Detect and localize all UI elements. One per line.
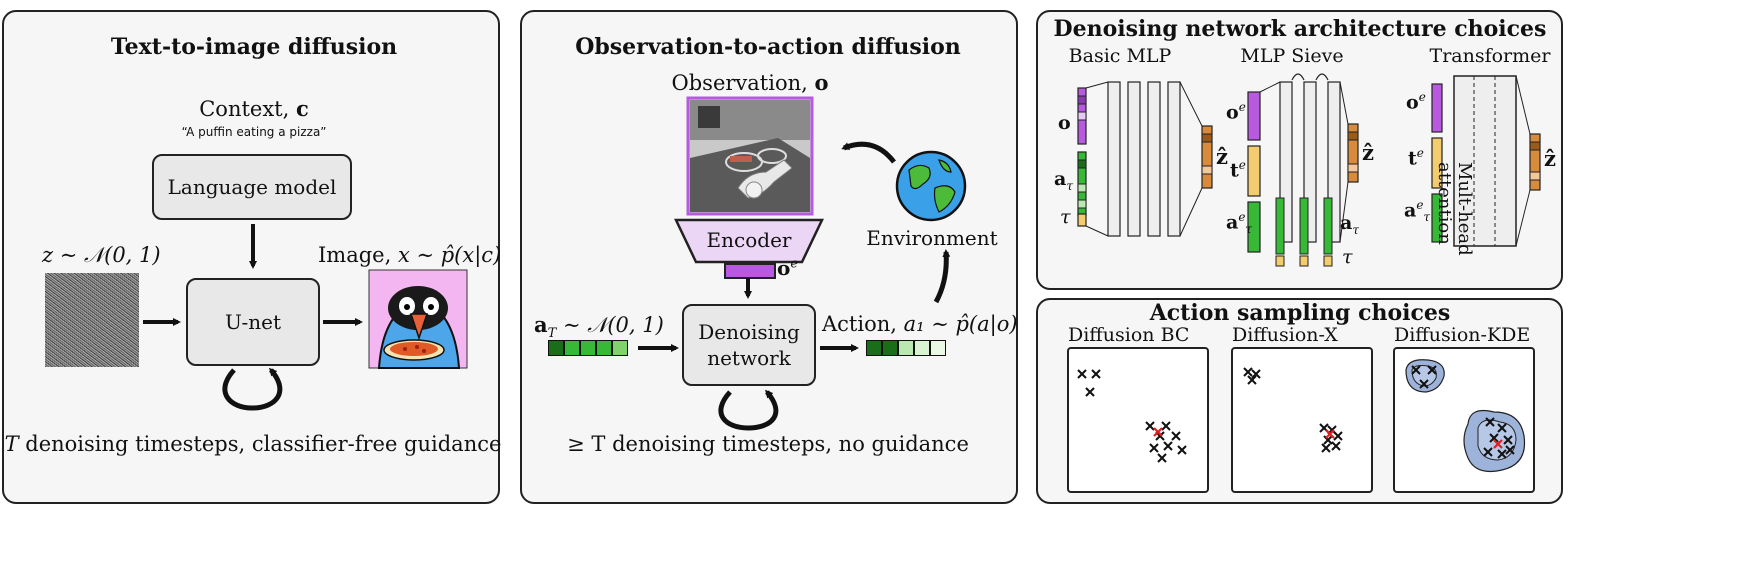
mlp-sieve-diagram (1247, 73, 1359, 267)
attention-line2: attention (1434, 162, 1455, 245)
sym-tau: τ (1060, 206, 1071, 228)
noise-action-dist: ∼ 𝒩(0, 1) (556, 313, 664, 337)
sym-zhat-2: ẑ (1362, 140, 1374, 165)
obs-embedding-label: oe (777, 256, 798, 280)
noise-action-var: a (534, 312, 548, 337)
noise-label: z ∼ 𝒩(0, 1) (42, 243, 161, 267)
transformer-diagram (1431, 75, 1541, 247)
sym-zhat-1: ẑ (1216, 144, 1228, 169)
arch-mlp-sieve-label: MLP Sieve (1240, 45, 1344, 67)
prompt-text: “A puffin eating a pizza” (181, 125, 327, 139)
panel1-caption: T denoising timesteps, classifier-free g… (5, 432, 502, 456)
arrows-panel2 (638, 141, 951, 431)
sym-te-transformer: te (1408, 146, 1424, 170)
globe-icon (895, 150, 967, 222)
sym-ae-sieve: aeτ (1226, 210, 1253, 237)
arch-transformer-label: Transformer (1429, 45, 1551, 67)
sym-oe-transformer: oe (1406, 90, 1426, 114)
language-model-box: Language model (152, 154, 352, 220)
diffusion-x-plot (1231, 347, 1373, 493)
sym-a-tau: aτ (1054, 168, 1073, 193)
diffusion-bc-plot (1067, 347, 1209, 493)
sym-ae-transformer: aeτ (1404, 198, 1431, 225)
arrows-panel1 (143, 224, 363, 411)
attention-label: Mult-head attention (1434, 162, 1475, 256)
action-label-math: a₁ ∼ p̂(a|o) (903, 312, 1018, 336)
context-label-text: Context, (199, 97, 296, 121)
denoising-network-line1: Denoising (698, 320, 800, 344)
panel3-title: Denoising network architecture choices (1053, 16, 1547, 42)
attention-line1: Mult-head (1454, 162, 1475, 256)
sym-o: o (1058, 112, 1071, 134)
obs-embed-sup: e (790, 256, 799, 272)
language-model-label: Language model (167, 175, 337, 199)
sampling-plots (1067, 347, 1535, 493)
observation-var: o (814, 70, 829, 95)
image-label-math: x ∼ p̂(x|c) (397, 243, 502, 267)
noise-image (45, 273, 139, 367)
sym-tau-sieve: τ (1342, 246, 1353, 268)
basic-mlp-diagram (1077, 81, 1213, 237)
noise-action-sub: T (547, 326, 557, 342)
arch-basic-mlp-label: Basic MLP (1068, 45, 1172, 67)
image-label-prefix: Image, (318, 243, 398, 267)
sym-zhat-3: ẑ (1544, 146, 1556, 171)
observation-label: Observation, o (672, 70, 829, 95)
panel2-title: Observation-to-action diffusion (575, 34, 961, 60)
action-label: Action, a₁ ∼ p̂(a|o) (822, 312, 1018, 336)
puffin-pizza-image (368, 269, 468, 369)
panel1-caption-text: denoising timesteps, classifier-free gui… (18, 432, 502, 456)
encoder-block (674, 218, 824, 264)
panel4-title: Action sampling choices (1149, 300, 1451, 326)
panel1-title: Text-to-image diffusion (110, 34, 398, 60)
denoising-network-line2: network (707, 346, 791, 370)
method-diffusion-bc-label: Diffusion BC (1068, 324, 1190, 346)
environment-label: Environment (866, 226, 998, 250)
sym-te-sieve: te (1230, 158, 1246, 182)
observation-label-text: Observation, (671, 71, 815, 95)
context-label: Context, c (199, 96, 309, 121)
noise-action-label: aT ∼ 𝒩(0, 1) (534, 312, 664, 341)
obs-embed-var: o (777, 256, 791, 280)
panel1-caption-var: T (4, 432, 19, 456)
action-vector (866, 340, 946, 356)
sym-oe-sieve: oe (1226, 100, 1246, 124)
context-var: c (295, 96, 309, 121)
encoder-label: Encoder (706, 228, 792, 252)
action-label-prefix: Action, (822, 312, 904, 336)
method-diffusion-kde-label: Diffusion-KDE (1394, 324, 1531, 346)
denoising-network-box: Denoising network (682, 304, 816, 386)
unet-box: U-net (186, 278, 320, 366)
architecture-diagrams (1077, 73, 1541, 267)
robot-kitchen-image (686, 96, 814, 216)
noise-action-vector (548, 340, 628, 356)
panel2-caption: ≥ T denoising timesteps, no guidance (567, 432, 969, 456)
image-label: Image, x ∼ p̂(x|c) (318, 243, 501, 267)
sym-a-tau-sieve: aτ (1340, 212, 1359, 237)
method-diffusion-x-label: Diffusion-X (1232, 324, 1338, 346)
unet-label: U-net (224, 310, 281, 334)
